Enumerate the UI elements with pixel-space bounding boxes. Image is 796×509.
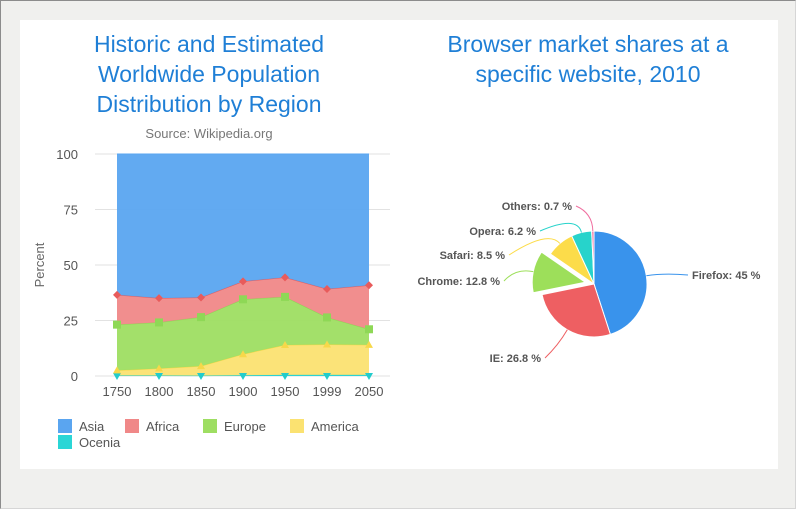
data-point-africa[interactable]: [197, 293, 205, 302]
area-series-europe: [117, 296, 369, 371]
pie-label-safari: Safari: 8.5 %: [440, 250, 506, 262]
data-point-europe[interactable]: [281, 292, 289, 301]
pie-slice-ie[interactable]: [541, 283, 612, 338]
area-chart-title-line: Distribution by Region: [96, 91, 321, 117]
data-point-europe[interactable]: [197, 313, 205, 322]
area-chart-markers: [113, 273, 373, 380]
y-tick-label: 75: [64, 203, 78, 218]
x-tick-label: 1950: [271, 384, 300, 399]
legend-item-europe[interactable]: Europe: [203, 419, 266, 434]
legend-item-america[interactable]: America: [290, 419, 359, 434]
pie-label-firefox: Firefox: 45 %: [692, 270, 761, 282]
x-tick-label: 1850: [187, 384, 216, 399]
data-point-america[interactable]: [155, 364, 163, 372]
area-chart-title-line: Worldwide Population: [98, 61, 320, 87]
data-point-ocenia[interactable]: [281, 373, 289, 380]
pie-connector-others: [575, 205, 594, 232]
pie-chart-labels: Firefox: 45 % IE: 26.8 % Chrome: 12.8 % Saf…: [417, 201, 760, 365]
y-tick-label: 25: [64, 314, 78, 329]
legend-swatch: [290, 419, 304, 433]
data-point-america[interactable]: [239, 350, 247, 358]
legend-label: America: [311, 419, 359, 434]
pie-connector-opera: [539, 222, 582, 233]
data-point-america[interactable]: [365, 340, 373, 348]
data-point-ocenia[interactable]: [113, 373, 121, 380]
area-series-africa: [117, 277, 369, 330]
pie-label-ie: IE: 26.8 %: [490, 353, 542, 365]
data-point-europe[interactable]: [239, 295, 247, 304]
pie-label-chrome: Chrome: 12.8 %: [417, 276, 500, 288]
data-point-europe[interactable]: [113, 320, 121, 329]
legend-item-africa[interactable]: Africa: [125, 419, 180, 434]
data-point-europe[interactable]: [155, 318, 163, 327]
data-point-africa[interactable]: [365, 281, 373, 290]
data-point-africa[interactable]: [239, 277, 247, 286]
data-point-ocenia[interactable]: [239, 373, 247, 380]
area-chart-y-ticks: 0 25 50 75 100: [56, 147, 78, 384]
data-point-ocenia[interactable]: [365, 373, 373, 380]
legend-swatch: [58, 435, 72, 449]
pie-connector-firefox: [646, 273, 689, 277]
legend-label: Ocenia: [79, 435, 121, 450]
pie-connector-ie: [544, 329, 568, 359]
y-tick-label: 0: [71, 369, 78, 384]
area-series-asia: [117, 154, 369, 299]
data-point-america[interactable]: [281, 341, 289, 349]
legend-label: Europe: [224, 419, 266, 434]
area-chart-series: [116, 153, 370, 377]
area-series-america: [117, 344, 369, 376]
area-chart-title: Historic and Estimated Worldwide Populati…: [94, 31, 324, 117]
y-tick-label: 100: [56, 147, 78, 162]
data-point-america[interactable]: [323, 340, 331, 348]
x-tick-label: 1999: [313, 384, 342, 399]
area-chart-legend: Asia Africa Europe America Ocenia: [58, 419, 359, 450]
pie-connector-chrome: [503, 270, 534, 282]
x-tick-label: 2050: [355, 384, 384, 399]
data-point-ocenia[interactable]: [155, 373, 163, 380]
pie-chart-title-line: Browser market shares at a: [447, 31, 728, 57]
y-tick-label: 50: [64, 258, 78, 273]
pie-label-opera: Opera: 6.2 %: [469, 226, 536, 238]
data-point-america[interactable]: [197, 362, 205, 370]
pie-label-others: Others: 0.7 %: [502, 201, 573, 213]
data-point-africa[interactable]: [281, 273, 289, 282]
x-tick-label: 1900: [229, 384, 258, 399]
pie-connector-safari: [508, 238, 561, 256]
data-point-america[interactable]: [113, 366, 121, 374]
legend-swatch: [203, 419, 217, 433]
pie-slice-firefox[interactable]: [593, 230, 648, 336]
area-chart-subtitle: Source: Wikipedia.org: [145, 126, 272, 141]
data-point-ocenia[interactable]: [197, 373, 205, 380]
data-point-europe[interactable]: [323, 313, 331, 322]
pie-chart-title-line: specific website, 2010: [475, 61, 700, 87]
pie-chart-title: Browser market shares at a specific websi…: [447, 31, 728, 87]
data-point-africa[interactable]: [155, 294, 163, 303]
area-chart-title-line: Historic and Estimated: [94, 31, 324, 57]
pie-chart-slices: [531, 230, 648, 338]
legend-label: Africa: [146, 419, 180, 434]
data-point-africa[interactable]: [113, 290, 121, 299]
legend-item-ocenia[interactable]: Ocenia: [58, 435, 121, 450]
data-point-africa[interactable]: [323, 284, 331, 293]
legend-swatch: [125, 419, 139, 433]
x-tick-label: 1800: [145, 384, 174, 399]
x-tick-label: 1750: [103, 384, 132, 399]
data-point-europe[interactable]: [365, 325, 373, 334]
area-chart-y-axis-label: Percent: [32, 242, 47, 287]
area-chart-x-ticks: 1750 1800 1850 1900 1950 1999 2050: [103, 384, 384, 399]
legend-label: Asia: [79, 419, 105, 434]
data-point-ocenia[interactable]: [323, 373, 331, 380]
legend-swatch: [58, 419, 72, 433]
legend-item-asia[interactable]: Asia: [58, 419, 105, 434]
